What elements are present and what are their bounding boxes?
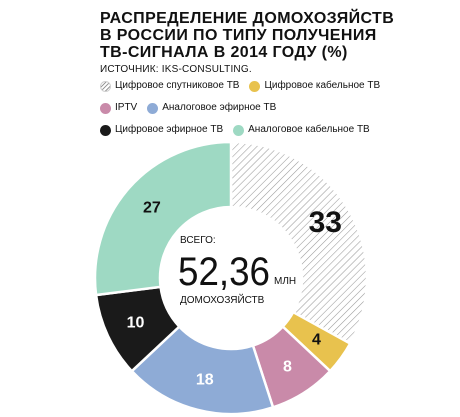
center-prefix: ВСЕГО: <box>180 235 216 246</box>
center-suffix: ДОМОХОЗЯЙСТВ <box>180 293 265 306</box>
legend-label: Цифровое спутниковое ТВ <box>115 80 240 91</box>
legend-item: Цифровое кабельное ТВ <box>249 80 380 92</box>
legend-swatch <box>100 124 111 136</box>
chart-title: РАСПРЕДЕЛЕНИЕ ДОМОХОЗЯЙСТВ В РОССИИ ПО Т… <box>100 10 395 61</box>
legend-row: IPTV Аналоговое эфирное ТВ <box>100 102 400 114</box>
legend-swatch <box>100 80 111 92</box>
center-value: 52,36 <box>178 250 270 294</box>
donut-slice-labels: 33 4 8 18 10 27 <box>127 200 342 389</box>
slice-value-label: 18 <box>196 372 214 389</box>
legend-item: Аналоговое кабельное ТВ <box>233 124 370 136</box>
slice-value-label: 8 <box>283 359 292 376</box>
legend-label: Аналоговое кабельное ТВ <box>248 124 370 135</box>
donut-slices <box>93 140 369 416</box>
donut-slice <box>93 140 233 297</box>
legend-swatch <box>233 124 245 136</box>
legend-label: Цифровое кабельное ТВ <box>264 80 381 91</box>
chart-header: РАСПРЕДЕЛЕНИЕ ДОМОХОЗЯЙСТВ В РОССИИ ПО Т… <box>100 10 400 75</box>
legend-swatch <box>147 102 159 114</box>
legend-label: Цифровое эфирное ТВ <box>115 124 224 135</box>
legend-item: Аналоговое эфирное ТВ <box>147 102 276 114</box>
center-unit: МЛН <box>274 276 296 287</box>
donut-slice <box>229 140 369 346</box>
slice-value-label: 33 <box>309 206 342 239</box>
chart-legend: Цифровое спутниковое ТВ Цифровое кабельно… <box>100 80 400 146</box>
legend-row: Цифровое эфирное ТВ Аналоговое кабельное … <box>100 124 400 136</box>
chart-source: ИСТОЧНИК: IKS-CONSULTING. <box>100 64 252 75</box>
slice-value-label: 4 <box>312 332 321 349</box>
legend-swatch <box>249 80 261 92</box>
legend-item: Цифровое спутниковое ТВ <box>100 80 239 92</box>
slice-value-label: 10 <box>127 314 145 331</box>
legend-row: Цифровое спутниковое ТВ Цифровое кабельно… <box>100 80 400 92</box>
legend-item: IPTV <box>100 102 137 114</box>
donut-center-label: ВСЕГО: 52,36 МЛН ДОМОХОЗЯЙСТВ <box>178 235 296 306</box>
legend-label: IPTV <box>115 102 138 113</box>
legend-label: Аналоговое эфирное ТВ <box>162 102 277 113</box>
legend-swatch <box>100 102 111 114</box>
slice-value-label: 27 <box>143 200 161 217</box>
legend-item: Цифровое эфирное ТВ <box>100 124 223 136</box>
